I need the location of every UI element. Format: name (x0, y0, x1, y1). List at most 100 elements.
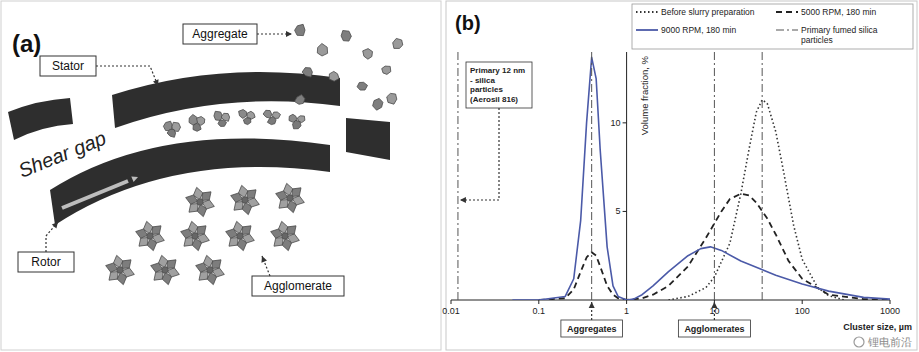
chart-title: (b) (455, 12, 481, 34)
petal (197, 204, 206, 216)
cluster-core (192, 233, 199, 240)
petal (274, 238, 283, 247)
y-tick-label: 10 (611, 118, 621, 128)
x-tick-label: 1 (624, 306, 629, 316)
aggregate-particle (341, 31, 351, 42)
y-axis (626, 52, 627, 300)
petal (212, 260, 221, 269)
petal (278, 221, 287, 233)
x-tick-label: 1000 (880, 306, 900, 316)
legend-swatch (776, 29, 798, 30)
petal (282, 238, 291, 250)
annotation-text: Agglomerates (684, 324, 744, 334)
shear-gap-label: Shear gap (15, 127, 109, 182)
legend-label: Before slurry preparation (661, 7, 755, 17)
petal (207, 272, 216, 284)
reference-line (457, 52, 458, 300)
annotation-text: Aggregates (567, 324, 617, 334)
aggregate-particle (357, 82, 367, 90)
arrow-head (52, 222, 58, 229)
legend-label: 5000 RPM, 180 min (801, 7, 876, 17)
petal (184, 238, 193, 247)
petal (158, 255, 167, 267)
y-tick (623, 122, 627, 123)
diagram-label: Aggregate (192, 27, 248, 41)
aggregate-particle (387, 93, 397, 104)
petal (162, 272, 171, 284)
aggregate-particle (239, 110, 247, 119)
aggregate-particle (263, 110, 272, 118)
label-box (40, 56, 96, 76)
panel-frame (446, 1, 917, 350)
petal (189, 204, 198, 213)
cluster-core (287, 195, 294, 202)
petal (233, 221, 242, 233)
petal (283, 183, 292, 195)
x-tick (451, 300, 452, 304)
x-tick-label: 100 (795, 306, 810, 316)
x-tick (802, 300, 803, 304)
agglomerate-cluster (196, 255, 225, 284)
aggregate-particle (167, 129, 176, 137)
agglomerate-cluster (181, 221, 210, 250)
cluster-core (147, 233, 154, 240)
petal (139, 238, 148, 247)
annotation: Aggregates (561, 302, 623, 337)
cluster-core (207, 267, 214, 274)
petal (122, 260, 131, 269)
petal (287, 226, 296, 235)
text-line: particles (470, 85, 503, 94)
text-line: Primary 12 nm (470, 66, 525, 75)
agglomerate-cluster (186, 187, 215, 216)
arrow-head (261, 256, 267, 263)
legend-swatch (776, 11, 798, 13)
agglomerate-cluster (106, 255, 135, 284)
petal (154, 272, 163, 281)
petal (287, 200, 296, 212)
agglomerate-cluster (151, 255, 180, 284)
petal (247, 190, 256, 199)
connector (96, 66, 158, 86)
petal (203, 255, 212, 267)
arrow-head (153, 79, 159, 86)
label-box (252, 276, 344, 296)
petal (242, 202, 251, 214)
x-tick (538, 300, 539, 304)
petal (242, 226, 251, 235)
arrow-head (131, 176, 138, 182)
aggregate-particle (214, 111, 223, 120)
panel-frame (1, 1, 441, 350)
petal (152, 226, 161, 235)
aggregate-particle (293, 120, 302, 128)
aggregate-particle (267, 117, 276, 125)
aggregate-particle (243, 118, 251, 125)
aggregate-particle (382, 66, 391, 74)
petal (193, 187, 202, 199)
petal (143, 221, 152, 233)
agglomerate-cluster (231, 185, 260, 214)
annotation-box (561, 320, 623, 337)
annotation-box (678, 320, 750, 337)
x-tick (626, 300, 627, 304)
cluster-core (237, 233, 244, 240)
petal (192, 238, 201, 250)
text-line: 9000 RPM, 180 min (661, 25, 736, 35)
agglomerate-cluster (276, 183, 305, 212)
cluster-core (162, 267, 169, 274)
petal (237, 238, 246, 250)
plot-marks (458, 52, 890, 300)
reference-line (591, 52, 592, 300)
annotations: Primary 12 nm- silicaparticles(Aerosil 8… (460, 62, 750, 337)
watermark: 锂电前沿 (854, 336, 912, 348)
y-axis-label: Volume fraction, % (639, 55, 650, 135)
panel-b: (b)0.010.11101001000510Volume fraction, … (442, 1, 917, 350)
connector (46, 222, 58, 252)
panel-a: (a)Shear gapStatorAggregateRotorAgglomer… (1, 1, 441, 350)
petal (199, 272, 208, 281)
reference-line (762, 52, 763, 300)
petal (197, 226, 206, 235)
petal (292, 188, 301, 197)
series-line (512, 57, 890, 300)
aggregate-particle (329, 71, 339, 81)
legend: Before slurry preparation 5000 RPM, 180 m… (632, 4, 913, 49)
